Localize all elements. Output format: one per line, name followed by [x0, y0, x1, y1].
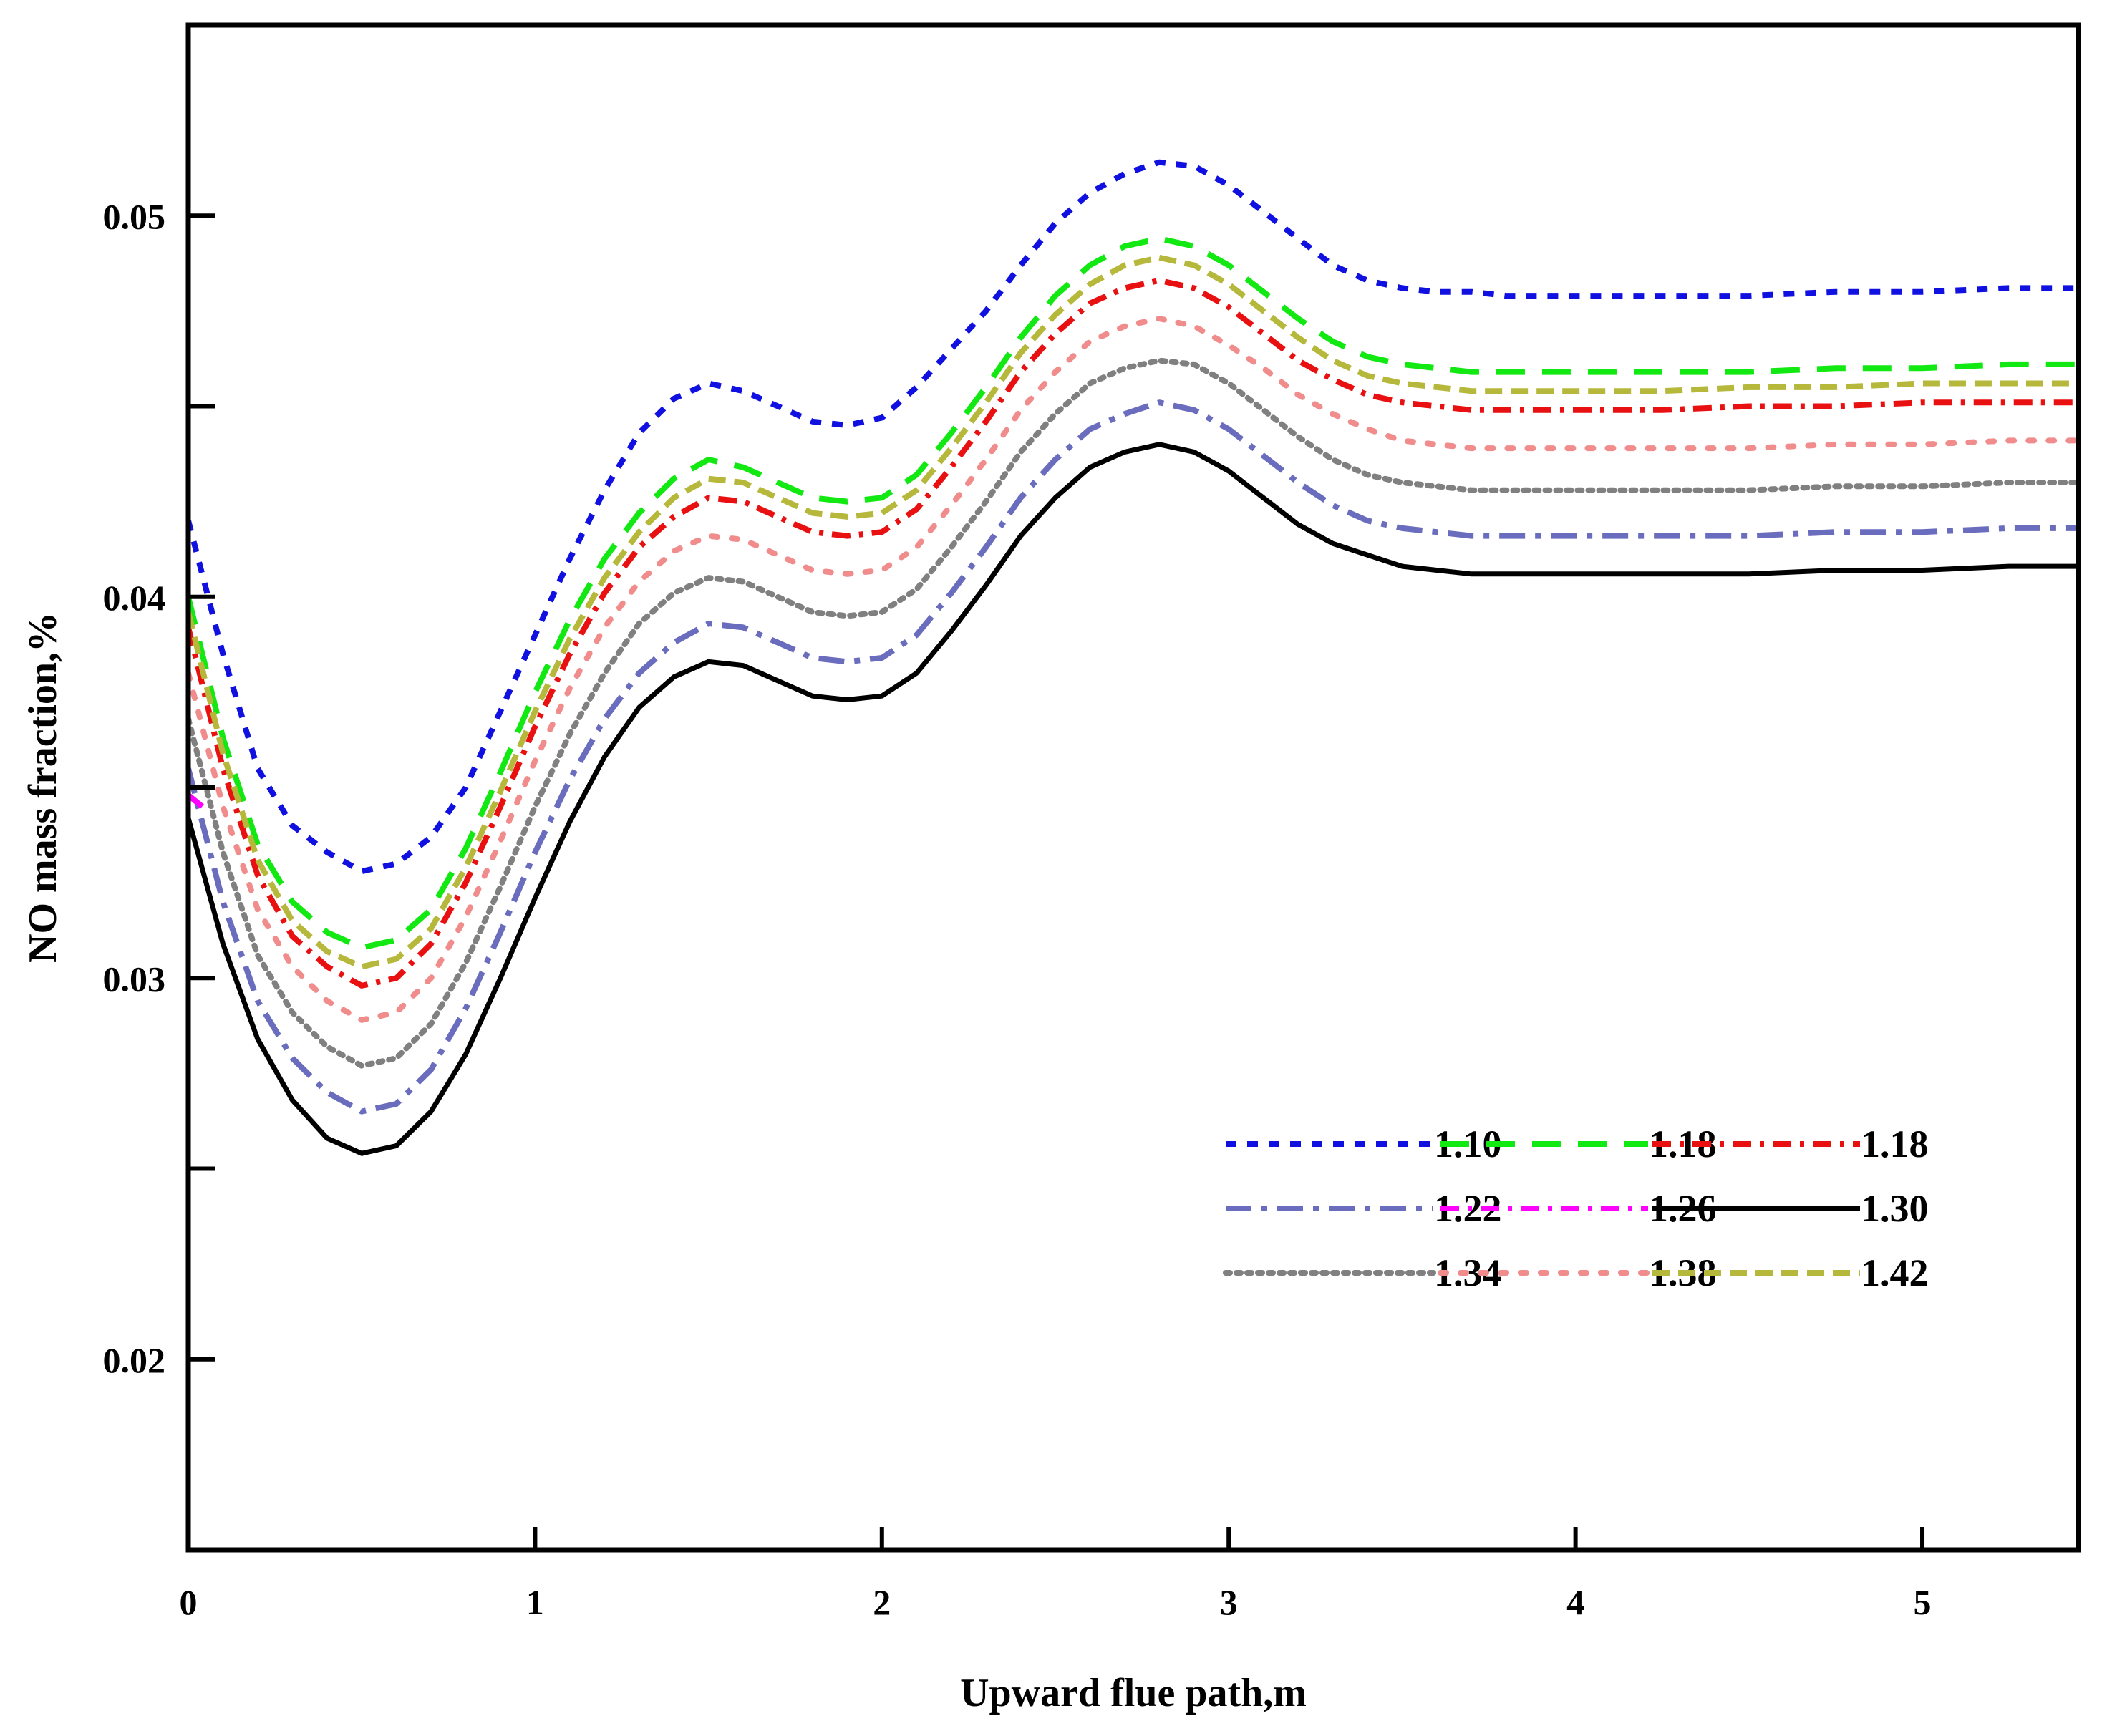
series-1-18-6-line: [188, 277, 2078, 989]
x-axis-title: Upward flue path,m: [960, 1671, 1307, 1715]
series-1-18-3-line: [188, 236, 2078, 951]
legend-label: 1.18: [1861, 1122, 1929, 1165]
y-tick-label: 0.05: [103, 196, 166, 236]
legend-label: 1.42: [1861, 1251, 1929, 1294]
x-tick-label: 2: [873, 1582, 891, 1622]
series-1-30-7-line: [188, 442, 2078, 1156]
y-axis: 0.02 0.03 0.04 0.05: [103, 196, 215, 1380]
series-layer: [188, 159, 2078, 1156]
legend-item-1-42: 1.42: [1652, 1251, 1929, 1294]
x-tick-label: 3: [1220, 1582, 1238, 1622]
series-1-22-1-line: [188, 399, 2078, 1115]
y-tick-label: 0.04: [103, 578, 166, 618]
series-1-42-8-line: [188, 254, 2078, 970]
y-axis-title: NO mass fraction,%: [21, 612, 65, 963]
series-1-38-5-line: [188, 316, 2078, 1023]
y-tick-label: 0.03: [103, 959, 166, 999]
x-axis: 0 1 2 3 4 5: [180, 1527, 1932, 1622]
x-tick-label: 5: [1914, 1582, 1932, 1622]
legend-item-1-22: 1.22: [1226, 1187, 1502, 1230]
legend-item-1-18: 1.18: [1652, 1122, 1929, 1165]
x-tick-label: 0: [180, 1582, 198, 1622]
series-1-34-2-line: [188, 357, 2078, 1069]
legend: 1.101.221.341.181.261.381.181.301.42: [1223, 1122, 1929, 1294]
plot-frame: [185, 22, 2081, 1553]
y-tick-label: 0.02: [103, 1340, 166, 1380]
legend-item-1-30: 1.30: [1652, 1187, 1929, 1230]
x-tick-label: 4: [1566, 1582, 1584, 1622]
x-tick-label: 1: [526, 1582, 544, 1622]
legend-label: 1.30: [1861, 1187, 1929, 1230]
series-1-10-0-line: [188, 159, 2078, 875]
